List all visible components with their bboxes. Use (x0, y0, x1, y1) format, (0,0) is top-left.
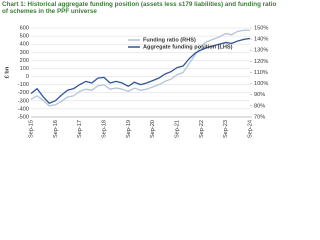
series-line (30, 29, 250, 107)
y-tick-label: 0 (26, 74, 29, 80)
x-tick-label: Sep-18 (101, 120, 107, 138)
y2-tick-label: 110% (254, 70, 268, 76)
x-tick-label: Sep-21 (174, 120, 180, 138)
y-tick-label: 500 (20, 34, 29, 40)
y-tick-label: 200 (20, 58, 29, 64)
series-line (30, 37, 251, 104)
chart-title: Chart 1: Historical aggregate funding po… (2, 1, 277, 16)
y-tick-label: -400 (18, 106, 29, 112)
y-tick-label: 600 (20, 25, 29, 31)
x-tick-label: Sep-15 (28, 120, 34, 138)
plot: -500 -400 -300 -200 -100 0 100 200 300 400 500 600 7… (4, 25, 268, 138)
y-axis-label: £ bn (4, 66, 10, 78)
x-tick-label: Sep-19 (126, 120, 132, 138)
y2-tick-label: 150% (254, 25, 268, 31)
y-tick-label: -300 (18, 98, 29, 104)
x-tick-label: Sep-22 (199, 120, 205, 138)
y-tick-label: 300 (20, 50, 29, 56)
y-tick-label: 400 (20, 42, 29, 48)
x-tick-label: Sep-16 (53, 120, 59, 138)
y2-tick-label: 70% (254, 114, 265, 120)
y2-tick-label: 100% (254, 81, 268, 87)
y-tick-label: 100 (20, 66, 29, 72)
y2-tick-label: 120% (254, 59, 268, 65)
x-tick-label: Sep-20 (150, 120, 156, 138)
chart: Chart 1: Historical aggregate funding po… (2, 1, 277, 138)
y-tick-label: -500 (18, 114, 29, 120)
y2-tick-label: 90% (254, 92, 265, 98)
y2-tick-label: 80% (254, 103, 265, 109)
legend-label: Funding ratio (RHS) (143, 37, 196, 43)
legend-label: Aggregate funding position (LHS) (143, 44, 233, 50)
y-tick-label: -200 (18, 90, 29, 96)
y2-tick-label: 140% (254, 37, 268, 43)
x-tick-label: Sep-23 (223, 120, 229, 138)
x-tick-label: Sep-17 (77, 120, 83, 138)
x-tick-label: Sep-24 (247, 120, 253, 138)
y2-tick-label: 130% (254, 48, 268, 54)
y-tick-label: -100 (18, 82, 29, 88)
